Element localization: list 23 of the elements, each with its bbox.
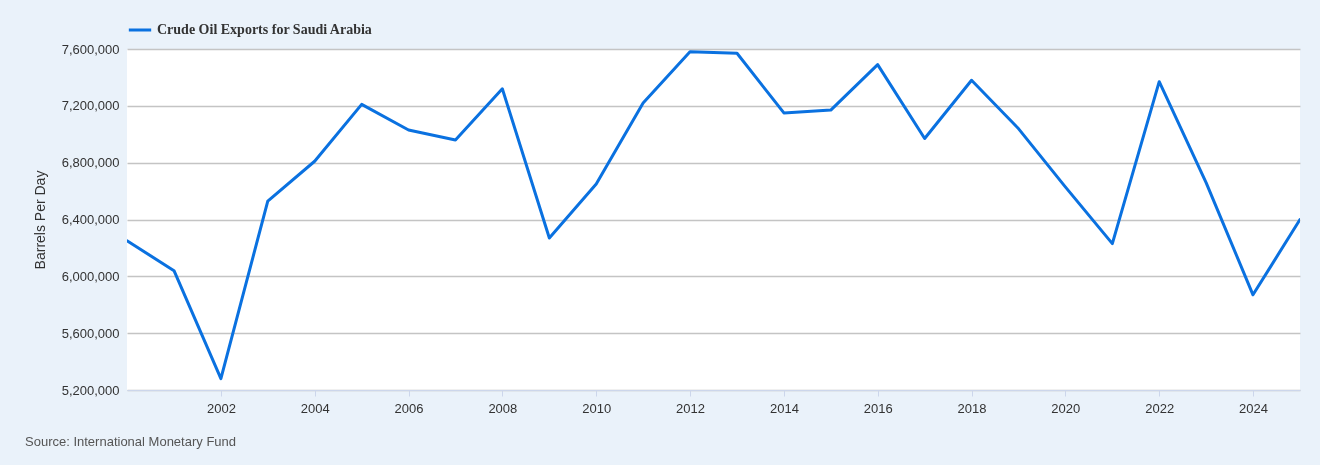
- x-tick-label: 2022: [1145, 400, 1175, 416]
- x-tick-label: 2008: [488, 400, 518, 416]
- x-tick-label: 2010: [582, 400, 612, 416]
- x-tick-label: 2018: [957, 400, 987, 416]
- y-tick-label: 5,600,000: [61, 325, 120, 341]
- x-tick-label: 2014: [769, 400, 799, 416]
- y-axis-title: Barrels Per Day: [31, 170, 48, 270]
- x-tick-label: 2016: [863, 400, 893, 416]
- legend-label: Crude Oil Exports for Saudi Arabia: [157, 22, 372, 37]
- line-series: [127, 50, 1300, 381]
- x-tick-label: 2002: [206, 400, 236, 416]
- x-tick-label: 2020: [1051, 400, 1081, 416]
- source-note: Source: International Monetary Fund: [25, 434, 237, 449]
- x-tick-label: 2006: [394, 400, 424, 416]
- y-tick-label: 5,200,000: [61, 382, 120, 398]
- y-tick-label: 7,200,000: [61, 98, 120, 114]
- y-tick-label: 6,800,000: [61, 155, 120, 171]
- y-tick-label: 7,600,000: [61, 41, 120, 57]
- x-tick-label: 2012: [676, 400, 705, 416]
- x-tick-label: 2024: [1239, 400, 1268, 416]
- y-tick-label: 6,000,000: [61, 268, 120, 284]
- x-tick-label: 2004: [300, 400, 330, 416]
- y-tick-label: 6,400,000: [61, 212, 120, 227]
